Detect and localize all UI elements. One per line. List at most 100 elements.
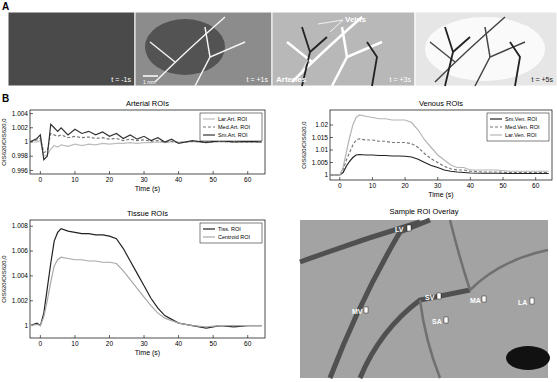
roi-marker [530,298,534,304]
chart: Venous ROIs010203040506011.0051.011.0151… [301,99,552,199]
y-tick-label: 1.004 [12,272,29,279]
frame-bg [8,12,135,86]
y-tick-label: 1 [324,171,328,178]
legend-label: Med.Ven. ROI [505,124,540,130]
legend-label: Lar.Ven. ROI [505,132,537,138]
legend: Tiss. ROICentroid ROI [200,223,262,243]
vessel [450,220,470,290]
legend-swatch [203,134,215,135]
chart-title: Arterial ROIs [126,99,169,108]
y-tick [30,300,33,301]
y-tick-label: 1.015 [312,134,329,141]
x-tick [40,335,41,338]
image-frame: t = -1s [8,12,135,86]
plot-frame [30,110,265,174]
y-tick-label: 1.002 [12,297,29,304]
panel-label: A [2,1,9,12]
x-tick [40,171,41,174]
x-tick-label: 40 [175,340,183,347]
y-axis-label: OIS620/OIS620,0 [301,121,307,169]
x-tick [144,171,145,174]
legend-label: Sm.Ven. ROI [505,116,538,122]
series-line [30,141,262,157]
y-tick-label: 1.02 [315,121,328,128]
x-tick [178,171,179,174]
legend-label: Tiss. ROI [218,226,241,232]
x-tick-label: 30 [434,182,442,189]
panel-label: B [2,93,9,104]
y-tick-label: 1.002 [12,124,29,131]
x-tick [405,177,406,180]
scale-bar-label: 1 mm [143,79,156,85]
y-tick-label: 0.998 [12,152,29,159]
y-tick [30,113,33,114]
image-frame: t = +5s [415,12,557,86]
y-axis-label: OIS620/OIS620,0 [1,118,7,166]
x-tick [339,177,340,180]
y-tick-label: 1 [24,138,28,145]
series-line [30,229,262,328]
roi-marker [437,293,441,299]
x-tick-label: 40 [175,176,183,183]
roi-label: LV [395,226,404,233]
lines [330,115,549,175]
vessel [420,300,440,378]
chart: Tissue ROIs010203040506011.0021.0041.006… [1,209,265,357]
x-tick-label: 30 [140,340,148,347]
legend: Sm.Ven. ROI Med.Ven. ROI Lar.Ven. ROI [487,113,549,141]
legend-swatch [490,134,502,135]
roi-overlay: Sample ROI OverlayLVSVMALAMVSA [300,207,550,378]
series-line [30,124,262,160]
vessel [485,27,490,57]
x-tick-label: 0 [338,182,342,189]
roi-marker [482,296,486,302]
legend-swatch [203,236,215,237]
y-tick [330,150,333,151]
arrow [318,20,343,24]
frame-bg [135,12,272,86]
legend-box [487,113,549,141]
x-tick [372,177,373,180]
bright-region [425,17,545,81]
roi-marker [364,307,368,313]
vessel [330,220,430,378]
y-tick-label: 1.006 [12,247,29,254]
image-frame: t = +3s [272,12,415,86]
legend-swatch [203,126,215,127]
frame-bg [272,12,415,86]
chart: Arterial ROIs01020304050600.9960.99811.0… [1,99,265,193]
chart-title: Venous ROIs [419,99,463,108]
artery [445,27,453,86]
x-axis-label: Time (s) [135,185,160,193]
artery [310,37,327,52]
y-tick [30,170,33,171]
vessel [195,42,245,86]
y-tick-label: 1.004 [12,110,29,117]
x-tick [178,335,179,338]
y-tick-label: 1.008 [12,222,29,229]
x-tick [247,171,248,174]
x-tick-label: 50 [210,176,218,183]
x-tick [247,335,248,338]
legend-label: Lar.Art. ROI [218,116,248,122]
electrode [506,346,550,370]
overlay-title: Sample ROI Overlay [390,207,459,216]
artery [510,42,520,86]
artery [453,37,470,52]
chart-title: Tissue ROIs [127,209,168,218]
vessel [435,17,505,82]
x-tick [74,171,75,174]
x-tick-label: 40 [467,182,475,189]
vessel [300,222,420,262]
time-label: t = +5s [532,76,554,83]
y-tick [30,156,33,157]
y-tick-label: 0.996 [12,167,29,174]
x-tick [503,177,504,180]
x-tick-label: 20 [401,182,409,189]
series-line [30,257,262,327]
lines [30,124,262,160]
roi-marker [407,225,411,231]
legend-swatch [203,118,215,119]
vessel [360,290,470,378]
legend-label: Sm.Art. ROI [218,132,248,138]
